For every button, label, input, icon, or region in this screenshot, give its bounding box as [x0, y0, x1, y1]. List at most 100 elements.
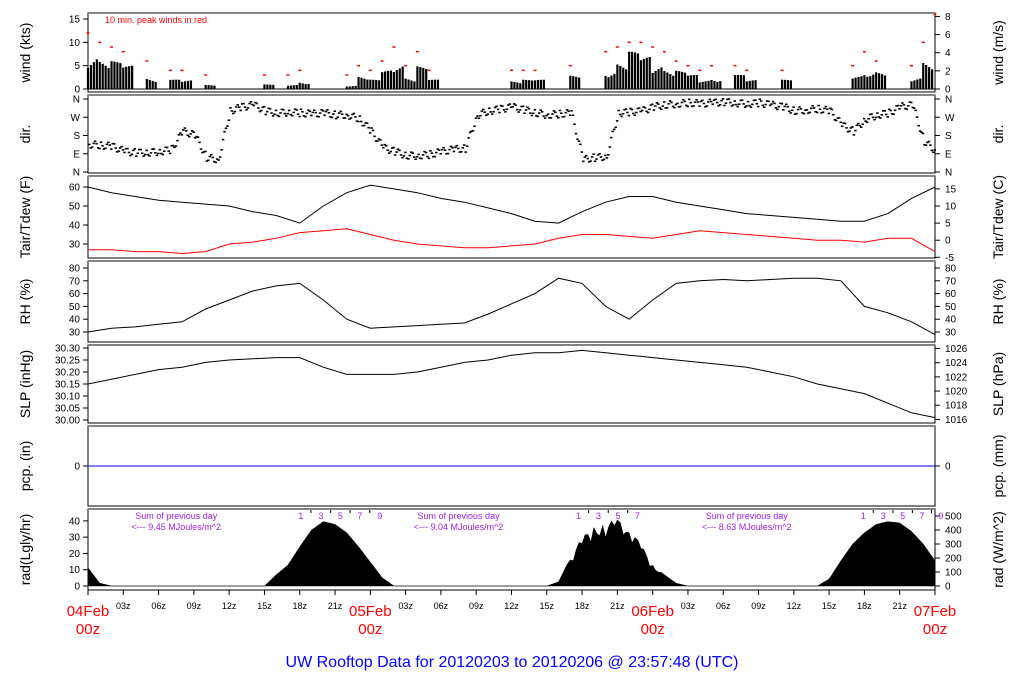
dir-point: [129, 154, 132, 157]
dir-point: [224, 127, 228, 130]
rh-ytick-label: 80: [69, 264, 81, 275]
dir-point: [762, 106, 766, 108]
dir-point: [785, 103, 788, 106]
dir-point: [799, 108, 803, 110]
dir-point: [137, 148, 141, 151]
dir-point: [789, 112, 792, 114]
rad-ytick-right-label: 0: [945, 582, 951, 593]
x-tick-label: 18z: [292, 601, 307, 611]
dir-point: [929, 144, 932, 146]
dir-point: [662, 101, 666, 103]
dir-point: [398, 149, 401, 152]
dir-point: [261, 106, 265, 109]
dir-point: [774, 106, 778, 109]
dir-point: [518, 109, 522, 111]
dir-point: [232, 112, 235, 115]
rh-ytick-label: 40: [69, 315, 81, 326]
temp-ytick-label: 50: [69, 202, 81, 213]
dir-point: [893, 109, 897, 112]
dir-point: [365, 122, 369, 124]
x-tick-label: 15z: [822, 601, 837, 611]
dir-point: [911, 106, 914, 109]
dir-point: [507, 104, 510, 106]
dir-ytick-right-label: W: [945, 113, 955, 124]
dir-point: [687, 98, 691, 101]
dir-point: [479, 114, 482, 117]
dir-point: [207, 159, 210, 162]
dir-point: [315, 115, 319, 118]
dir-point: [280, 108, 284, 111]
dir-point: [430, 152, 434, 154]
dir-point: [814, 110, 817, 113]
dir-point: [873, 118, 876, 121]
x-day-time: 00z: [641, 621, 665, 638]
dir-point: [405, 157, 409, 160]
dir-point: [204, 150, 207, 153]
dir-point: [790, 109, 794, 112]
dir-point: [905, 108, 909, 111]
dir-point: [179, 132, 182, 134]
dir-point: [914, 109, 917, 112]
dir-point: [299, 108, 303, 111]
dir-point: [155, 154, 159, 157]
dir-point: [915, 116, 919, 118]
dir-point: [276, 114, 279, 117]
dir-point: [826, 108, 829, 110]
slp-ytick-right-label: 1018: [945, 401, 968, 412]
dir-point: [192, 131, 195, 134]
dir-point: [599, 156, 603, 158]
slp-ytick-right-label: 1020: [945, 387, 968, 398]
dir-point: [151, 148, 154, 150]
dir-point: [648, 108, 651, 111]
dir-point: [668, 100, 672, 102]
dir-point: [189, 133, 192, 135]
dir-point: [383, 143, 387, 146]
dir-point: [757, 105, 760, 108]
dir-point: [460, 151, 463, 153]
dir-point: [252, 104, 256, 107]
dir-point: [88, 143, 91, 146]
dir-point: [577, 140, 581, 142]
dir-point: [292, 111, 295, 114]
dir-point: [245, 108, 248, 111]
dir-point: [376, 140, 379, 142]
wind-annotation: 10 min. peak winds in red: [105, 15, 207, 25]
dir-point: [736, 105, 739, 108]
dir-point: [740, 99, 744, 101]
dir-point: [386, 149, 390, 152]
dir-point: [842, 122, 845, 124]
solar-hour-label: 9: [938, 511, 943, 521]
dir-point: [710, 100, 713, 103]
dir-point: [765, 100, 769, 102]
daily-sum-value: <--- 9.45 MJoules/m^2: [131, 522, 221, 532]
dir-point: [580, 151, 584, 153]
dir-point: [380, 144, 384, 146]
panel-wind: wind (kts) wind (m/s) 0 5 10 15 0 2 4 6 8 10 min. p…: [17, 12, 1006, 96]
dir-point: [311, 111, 315, 114]
dir-point: [587, 161, 591, 163]
slp-ytick-label: 30.05: [55, 404, 80, 415]
panel-slp: SLP (inHg) SLP (hPa)30.0030.0530.1030.153…: [17, 344, 1006, 427]
dir-point: [768, 104, 772, 107]
slp-ytick-label: 30.00: [55, 416, 80, 427]
dir-point: [336, 116, 340, 118]
dir-point: [524, 109, 528, 111]
dir-point: [630, 108, 634, 111]
dir-point: [89, 147, 92, 149]
dir-point: [310, 114, 313, 117]
dir-point: [862, 117, 866, 120]
dir-point: [279, 112, 282, 114]
dir-point: [126, 147, 129, 150]
dir-point: [233, 110, 237, 113]
dir-point: [177, 133, 181, 136]
x-tick-label: 12z: [504, 601, 519, 611]
temp-ytick-label: 40: [69, 221, 81, 232]
rad-ytick-right-label: 200: [945, 554, 962, 565]
dir-point: [267, 107, 270, 110]
dir-point: [833, 118, 837, 121]
dir-point: [773, 102, 776, 105]
dir-point: [527, 107, 531, 110]
dir-point: [821, 111, 825, 114]
dir-point: [696, 101, 700, 103]
dir-point: [442, 146, 445, 149]
